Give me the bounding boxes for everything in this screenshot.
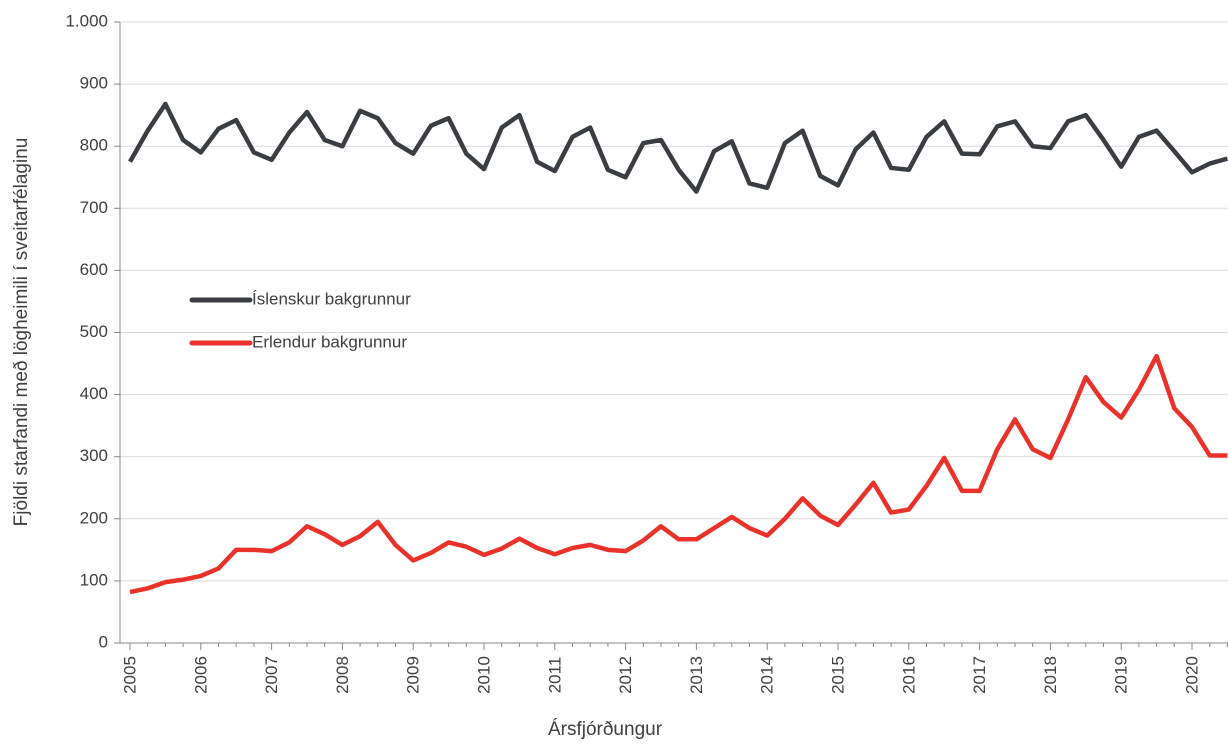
series-line xyxy=(129,353,1228,595)
x-tick-label: 2020 xyxy=(1182,656,1201,694)
y-tick-label: 200 xyxy=(80,508,108,527)
x-tick-label: 2005 xyxy=(120,656,139,694)
y-tick-label: 100 xyxy=(80,570,108,589)
legend-label: Erlendur bakgrunnur xyxy=(252,332,407,351)
x-tick-label: 2006 xyxy=(191,656,210,694)
x-tick-label: 2012 xyxy=(616,656,635,694)
x-tick-label: 2007 xyxy=(262,656,281,694)
y-tick-label: 800 xyxy=(80,136,108,155)
series-line xyxy=(128,101,1228,194)
x-tick-label: 2016 xyxy=(899,656,918,694)
y-tick-label: 300 xyxy=(80,446,108,465)
legend-label: Íslenskur bakgrunnur xyxy=(252,289,411,308)
x-axis-label: Ársfjórðungur xyxy=(548,719,663,740)
y-tick-label: 500 xyxy=(80,322,108,341)
x-tick-label: 2009 xyxy=(404,656,423,694)
x-tick-label: 2008 xyxy=(333,656,352,694)
x-tick-label: 2019 xyxy=(1112,656,1131,694)
y-axis-label: Fjöldi starfandi með lögheimili í sveita… xyxy=(11,138,32,527)
x-tick-label: 2013 xyxy=(687,656,706,694)
x-tick-label: 2015 xyxy=(828,656,847,694)
x-tick-label: 2014 xyxy=(758,656,777,694)
y-tick-label: 700 xyxy=(80,198,108,217)
x-tick-label: 2010 xyxy=(474,656,493,694)
y-tick-label: 600 xyxy=(80,260,108,279)
x-tick-label: 2017 xyxy=(970,656,989,694)
y-tick-label: 0 xyxy=(99,632,108,651)
x-tick-label: 2011 xyxy=(545,657,564,694)
y-tick-label: 400 xyxy=(80,384,108,403)
y-tick-label: 900 xyxy=(80,74,108,93)
y-tick-label: 1.000 xyxy=(65,11,108,30)
x-tick-label: 2018 xyxy=(1041,656,1060,694)
